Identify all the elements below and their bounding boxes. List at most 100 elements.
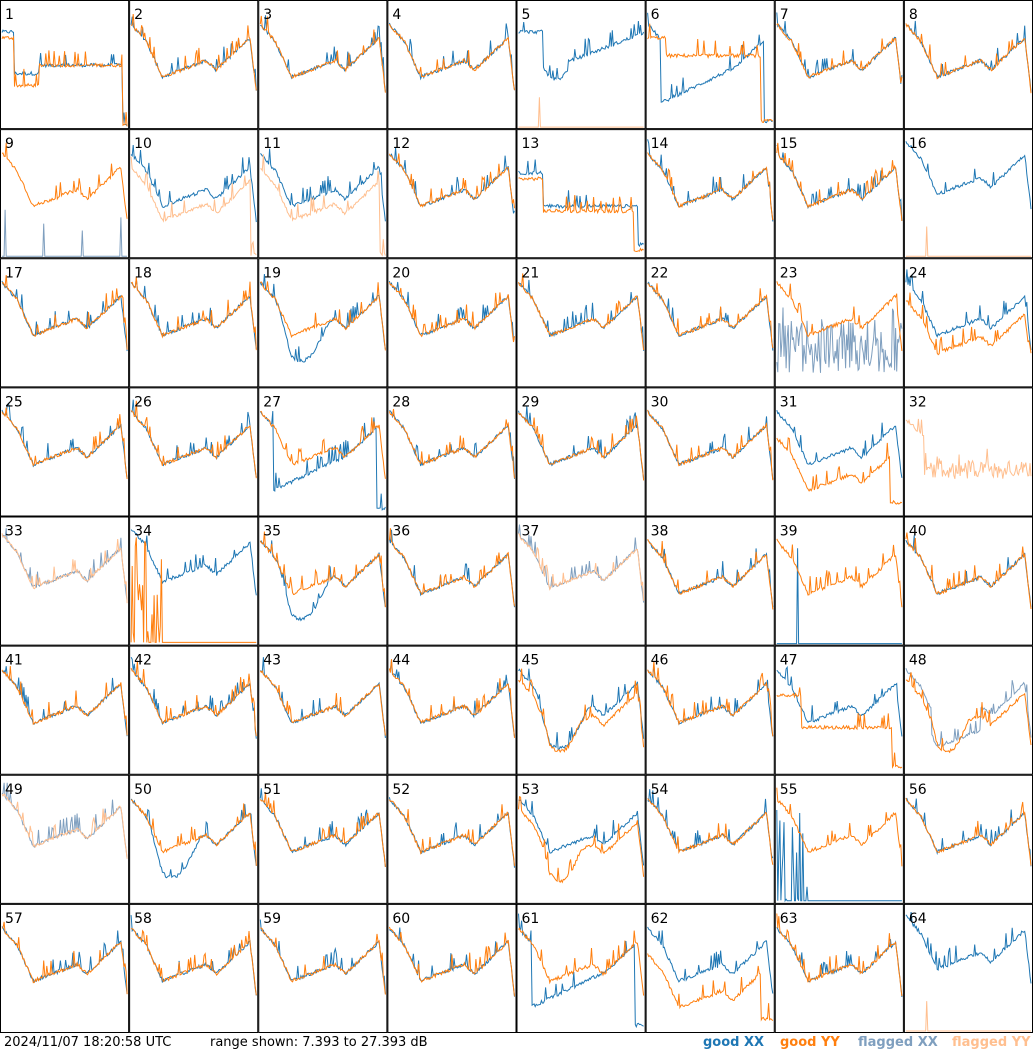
series-yy-45: [518, 668, 645, 754]
series-yy-17: [1, 274, 128, 350]
panel-frame: [516, 774, 646, 904]
series-xx-63: [776, 927, 903, 998]
panel-frame: [645, 645, 775, 775]
panel-frame: [387, 774, 517, 904]
panel-label: 3: [263, 7, 272, 23]
series-xx-62: [647, 926, 774, 994]
panel-frame: [516, 129, 646, 259]
panel-label: 17: [5, 265, 23, 281]
panel-frame: [258, 258, 388, 388]
panel-6: 6: [645, 0, 775, 130]
panel-label: 63: [780, 911, 798, 927]
series-yy-47: [776, 687, 903, 769]
series-yy-46: [647, 660, 774, 737]
series-xx-9: [2, 209, 128, 257]
panel-label: 52: [392, 782, 410, 798]
panel-frame: [645, 903, 775, 1033]
panel-label: 1: [5, 7, 14, 23]
series-yy-31: [776, 437, 903, 505]
series-xx-6: [647, 12, 773, 124]
panel-64: 64: [903, 903, 1033, 1033]
panel-63: 63: [774, 903, 904, 1033]
panel-43: 43: [258, 645, 388, 775]
series-xx-59: [259, 919, 386, 994]
series-yy-59: [260, 927, 386, 995]
series-yy-56: [905, 797, 1032, 866]
series-xx-27: [259, 411, 386, 511]
series-yy-37: [518, 533, 645, 601]
panel-29: 29: [516, 387, 646, 517]
series-yy-42: [130, 660, 257, 737]
series-xx-11: [260, 148, 386, 222]
panel-18: 18: [129, 258, 259, 388]
series-yy-51: [259, 792, 386, 867]
panel-label: 60: [392, 911, 410, 927]
panel-label: 59: [263, 911, 281, 927]
panel-label: 53: [522, 782, 540, 798]
panel-37: 37: [516, 516, 646, 646]
panel-label: 57: [5, 911, 23, 927]
panel-frame: [129, 387, 259, 517]
panel-frame: [774, 774, 904, 904]
panel-label: 32: [909, 394, 927, 410]
panel-label: 55: [780, 782, 798, 798]
series-xx-21: [518, 279, 645, 351]
series-xx-2: [130, 16, 257, 91]
series-xx-25: [1, 402, 128, 479]
panel-label: 13: [522, 136, 540, 152]
panel-61: 61: [516, 903, 646, 1033]
panel-2: 2: [129, 0, 259, 130]
series-xx-4: [388, 22, 515, 91]
panel-label: 50: [134, 782, 152, 798]
panel-frame: [0, 516, 130, 646]
panel-frame: [387, 0, 517, 130]
panel-frame: [387, 516, 517, 646]
series-xx-60: [389, 927, 515, 997]
series-xx-3: [259, 15, 386, 92]
panel-label: 14: [651, 136, 669, 152]
series-xx-28: [389, 410, 515, 479]
series-xx-1: [1, 29, 128, 127]
panel-frame: [516, 645, 646, 775]
series-xx-16: [905, 141, 1032, 210]
panel-label: 21: [522, 265, 540, 281]
panel-label: 39: [780, 524, 798, 540]
panel-label: 33: [5, 524, 23, 540]
legend-good-yy: good YY: [780, 1035, 840, 1051]
panel-5: 5: [516, 0, 646, 130]
series-yy-57: [1, 921, 128, 995]
panel-14: 14: [645, 129, 775, 259]
panel-frame: [129, 903, 259, 1033]
series-xx-30: [647, 410, 774, 480]
panel-label: 23: [780, 265, 798, 281]
series-xx-47: [776, 665, 903, 737]
series-xx-19: [259, 274, 386, 363]
series-yy-40: [905, 532, 1032, 610]
panel-frame: [774, 258, 904, 388]
series-xx-5: [518, 20, 645, 81]
legend-good-xx: good XX: [703, 1035, 764, 1051]
legend-good-xx-prefix: good: [703, 1035, 740, 1050]
panel-33: 33: [0, 516, 130, 646]
series-yy-22: [647, 283, 774, 349]
panel-label: 10: [134, 136, 152, 152]
panel-label: 38: [651, 524, 669, 540]
series-xx-38: [647, 539, 774, 608]
panel-frame: [516, 258, 646, 388]
panel-27: 27: [258, 387, 388, 517]
legend-flagged-yy: flagged YY: [952, 1035, 1031, 1051]
panel-59: 59: [258, 903, 388, 1033]
panel-frame: [0, 387, 130, 517]
series-xx-61: [518, 913, 644, 1029]
panel-3: 3: [258, 0, 388, 130]
series-xx-22: [647, 281, 774, 351]
panel-frame: [129, 258, 259, 388]
panel-62: 62: [645, 903, 775, 1033]
panel-38: 38: [645, 516, 775, 646]
series-yy-53: [518, 795, 645, 884]
panel-label: 61: [522, 911, 540, 927]
series-yy-20: [388, 281, 515, 343]
panel-label: 51: [263, 782, 281, 798]
series-xx-36: [388, 529, 515, 608]
panel-label: 16: [909, 136, 927, 152]
